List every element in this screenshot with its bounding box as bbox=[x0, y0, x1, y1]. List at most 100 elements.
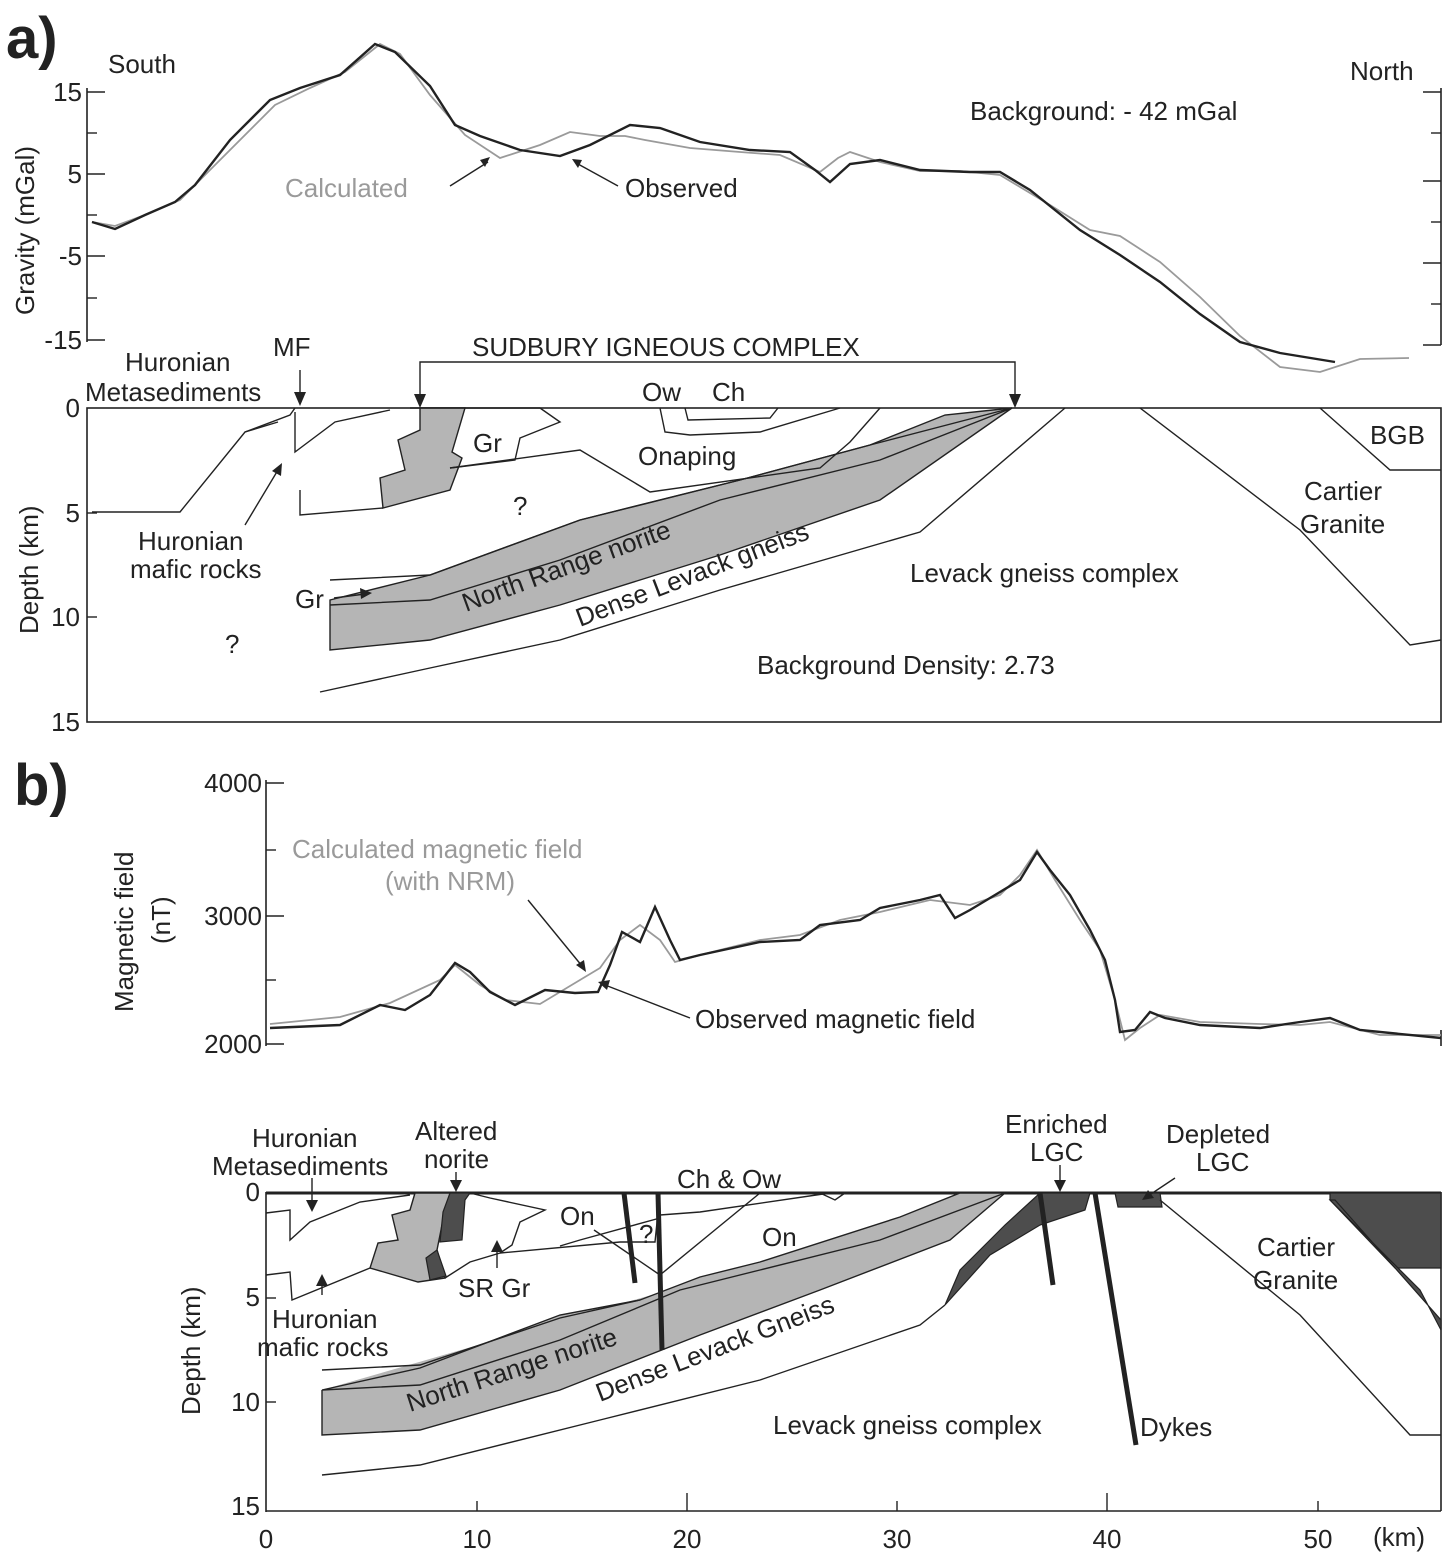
depth-b-tick-10: 10 bbox=[231, 1387, 260, 1417]
altered-label-1: Altered bbox=[415, 1116, 497, 1146]
huronian-mafic-b-label-1: Huronian bbox=[272, 1304, 378, 1334]
question-b: ? bbox=[639, 1219, 653, 1249]
huronian-meta-b-label-1: Huronian bbox=[252, 1123, 358, 1153]
gravity-tick-neg5: -5 bbox=[59, 241, 82, 271]
calc-mag-arrow bbox=[527, 899, 586, 972]
section-a-geology bbox=[92, 407, 1442, 693]
gravity-calculated-curve bbox=[91, 42, 1410, 373]
calc-mag-label-2: (with NRM) bbox=[385, 866, 515, 896]
mag-axis-label-2: (nT) bbox=[146, 896, 176, 944]
altered-label-2: norite bbox=[424, 1144, 489, 1174]
ch-ow-label: Ch & Ow bbox=[677, 1164, 781, 1194]
enriched-label-2: LGC bbox=[1030, 1137, 1083, 1167]
mf-label: MF bbox=[273, 332, 311, 362]
huronian-meta-b-label-2: Metasediments bbox=[212, 1151, 388, 1181]
enriched-label-1: Enriched bbox=[1005, 1109, 1108, 1139]
gravity-tick-15: 15 bbox=[53, 77, 82, 107]
cartier-a-label-1: Cartier bbox=[1304, 476, 1382, 506]
mag-tick-4000: 4000 bbox=[204, 768, 262, 798]
section-a-frame bbox=[86, 407, 1442, 723]
on-label-1: On bbox=[560, 1201, 595, 1231]
ch-label: Ch bbox=[712, 377, 745, 407]
obs-mag-label: Observed magnetic field bbox=[695, 1004, 975, 1034]
mag-left-ticks bbox=[266, 782, 284, 1045]
x-tick-50: 50 bbox=[1304, 1524, 1333, 1553]
huronian-mafic-a-label-1: Huronian bbox=[138, 526, 244, 556]
x-tick-30: 30 bbox=[883, 1524, 912, 1553]
mag-observed-curve bbox=[269, 849, 1442, 1040]
gr-label-a1: Gr bbox=[473, 428, 502, 458]
cartier-dark-block bbox=[1329, 1192, 1442, 1269]
depth-b-tick-15: 15 bbox=[231, 1491, 260, 1521]
cartier-a-label-2: Granite bbox=[1300, 509, 1385, 539]
question-a1: ? bbox=[513, 491, 527, 521]
observed-label: Observed bbox=[625, 173, 738, 203]
section-b-arrows bbox=[306, 1165, 1176, 1295]
section-a-depth-ticks bbox=[87, 512, 97, 618]
ow-label: Ow bbox=[642, 377, 681, 407]
calculated-arrow bbox=[449, 157, 490, 187]
south-label: South bbox=[108, 49, 176, 79]
calculated-label: Calculated bbox=[285, 173, 408, 203]
sr-gr-label: SR Gr bbox=[458, 1273, 531, 1303]
depth-b-axis-label: Depth (km) bbox=[176, 1286, 206, 1415]
depth-a-tick-15: 15 bbox=[51, 707, 80, 737]
bg-density-label: Background Density: 2.73 bbox=[757, 650, 1055, 680]
x-tick-20: 20 bbox=[673, 1524, 702, 1553]
question-a2: ? bbox=[225, 629, 239, 659]
gravity-axis-label: Gravity (mGal) bbox=[10, 146, 40, 315]
section-b-depth-ticks bbox=[266, 1297, 276, 1403]
huronian-mafic-a-label-2: mafic rocks bbox=[130, 554, 261, 584]
huronian-mafic-arrow-a bbox=[244, 463, 282, 526]
cartier-b-label-1: Cartier bbox=[1257, 1232, 1335, 1262]
depleted-label-2: LGC bbox=[1196, 1147, 1249, 1177]
gravity-right-ticks bbox=[1423, 91, 1441, 346]
north-label: North bbox=[1350, 56, 1414, 86]
observed-arrow bbox=[572, 159, 619, 187]
cartier-b-label-2: Granite bbox=[1253, 1265, 1338, 1295]
x-tick-40: 40 bbox=[1093, 1524, 1122, 1553]
huronian-meta-label-1: Huronian bbox=[125, 347, 231, 377]
depth-a-tick-0: 0 bbox=[66, 393, 80, 423]
huronian-meta-label-2: Metasediments bbox=[85, 377, 261, 407]
levack-complex-a-label: Levack gneiss complex bbox=[910, 558, 1179, 588]
levack-complex-b-label: Levack gneiss complex bbox=[773, 1410, 1042, 1440]
gravity-tick-neg15: -15 bbox=[44, 325, 82, 355]
depth-b-tick-0: 0 bbox=[246, 1177, 260, 1207]
depth-a-axis-label: Depth (km) bbox=[14, 505, 44, 634]
bgb-label: BGB bbox=[1370, 420, 1425, 450]
mag-tick-2000: 2000 bbox=[204, 1029, 262, 1059]
on-label-2: On bbox=[762, 1222, 797, 1252]
panel-b-letter: b) bbox=[14, 753, 69, 818]
x-tick-0: 0 bbox=[259, 1524, 273, 1553]
sic-bracket bbox=[414, 361, 1021, 408]
mag-axis-label-1: Magnetic field bbox=[109, 852, 139, 1012]
gravity-observed-curve bbox=[91, 42, 1336, 364]
calc-mag-label-1: Calculated magnetic field bbox=[292, 834, 583, 864]
cartier-dark-strip bbox=[1328, 1199, 1442, 1331]
enriched-lgc bbox=[944, 1192, 1091, 1306]
huronian-mafic-b-label-2: mafic rocks bbox=[257, 1332, 388, 1362]
gr-label-a2: Gr bbox=[295, 584, 324, 614]
sic-basal-unit-a bbox=[379, 407, 466, 509]
gravity-tick-5: 5 bbox=[68, 159, 82, 189]
altered-norite-2 bbox=[425, 1249, 447, 1281]
onaping-label: Onaping bbox=[638, 441, 736, 471]
background-label: Background: - 42 mGal bbox=[970, 96, 1237, 126]
obs-mag-arrow bbox=[598, 980, 691, 1019]
x-unit-label: (km) bbox=[1373, 1522, 1425, 1552]
gr-arrow-a bbox=[333, 588, 372, 599]
dykes-label: Dykes bbox=[1140, 1412, 1212, 1442]
x-tick-10: 10 bbox=[463, 1524, 492, 1553]
dykes-b bbox=[621, 1192, 1139, 1446]
mf-arrow bbox=[294, 370, 306, 406]
depth-b-tick-5: 5 bbox=[246, 1282, 260, 1312]
panel-a-letter: a) bbox=[6, 6, 58, 71]
depleted-lgc bbox=[1114, 1192, 1163, 1208]
depleted-label-1: Depleted bbox=[1166, 1119, 1270, 1149]
depth-a-tick-5: 5 bbox=[66, 498, 80, 528]
sic-title: SUDBURY IGNEOUS COMPLEX bbox=[472, 332, 860, 362]
section-b-x-ticks bbox=[476, 1493, 1319, 1511]
gravity-left-ticks bbox=[87, 91, 105, 341]
